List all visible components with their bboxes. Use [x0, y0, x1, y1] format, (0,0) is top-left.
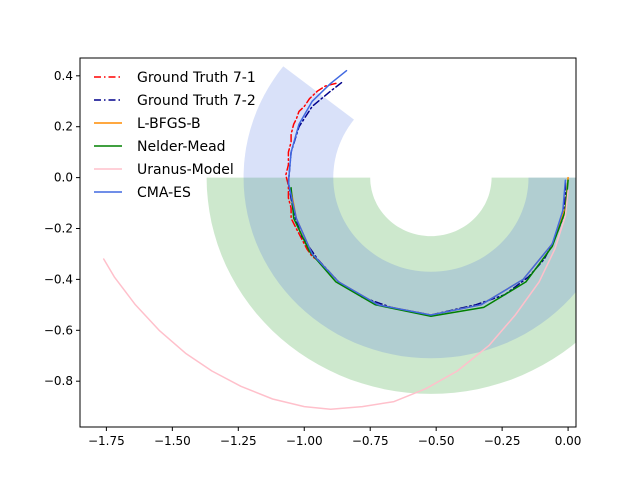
x-tick-label: −0.50 — [418, 434, 455, 448]
series-line-cma-es — [287, 69, 567, 316]
series-line-uranus-model — [102, 189, 569, 410]
y-tick-label: 0.2 — [54, 120, 73, 134]
plot-area-frame — [79, 57, 577, 428]
x-tick-label: −1.00 — [286, 434, 323, 448]
legend-label: CMA-ES — [137, 185, 191, 201]
legend-item-cma-es: CMA-ES — [94, 185, 191, 201]
y-tick-label: −0.4 — [44, 272, 73, 286]
legend-label: Ground Truth 7-2 — [137, 93, 256, 109]
uncertainty-band-3 — [243, 66, 354, 178]
x-tick-label: −1.25 — [220, 434, 257, 448]
x-tick-label: −0.75 — [352, 434, 389, 448]
series-lines — [102, 69, 569, 410]
x-tick-label: −1.75 — [88, 434, 125, 448]
y-tick-label: 0.0 — [54, 171, 73, 185]
series-line-nelder-mead — [290, 179, 569, 318]
legend-item-nelder-mead: Nelder-Mead — [94, 139, 226, 155]
x-tick-label: 0.00 — [555, 434, 582, 448]
legend-item-l-bfgs-b: L-BFGS-B — [94, 116, 201, 132]
y-tick-label: −0.8 — [44, 374, 73, 388]
legend-label: Nelder-Mead — [137, 139, 226, 155]
x-tick-label: −0.25 — [484, 434, 521, 448]
legend-label: Uranus-Model — [137, 162, 234, 178]
legend-item-ground-truth-7-1: Ground Truth 7-1 — [94, 70, 256, 86]
series-line-ground-truth-7-1 — [285, 82, 337, 263]
uncertainty-band-1 — [206, 177, 576, 394]
legend-label: L-BFGS-B — [137, 116, 201, 132]
legend-item-uranus-model: Uranus-Model — [94, 162, 234, 178]
x-axis: −1.75 −1.50 −1.25 −1.00 −0.75 −0.50 −0.25 0.00 — [88, 427, 581, 448]
legend: Ground Truth 7-1 Ground Truth 7-2 L-BFGS-B… — [94, 70, 256, 201]
x-tick-label: −1.50 — [154, 434, 191, 448]
legend-label: Ground Truth 7-1 — [137, 70, 256, 86]
uncertainty-bands — [206, 66, 576, 394]
y-axis: 0.4 0.2 0.0 −0.2 −0.4 −0.6 −0.8 — [44, 69, 80, 388]
y-tick-label: −0.2 — [44, 222, 73, 236]
y-tick-label: −0.6 — [44, 323, 73, 337]
legend-item-ground-truth-7-2: Ground Truth 7-2 — [94, 93, 256, 109]
y-tick-label: 0.4 — [54, 69, 73, 83]
uncertainty-band-2 — [243, 177, 576, 359]
